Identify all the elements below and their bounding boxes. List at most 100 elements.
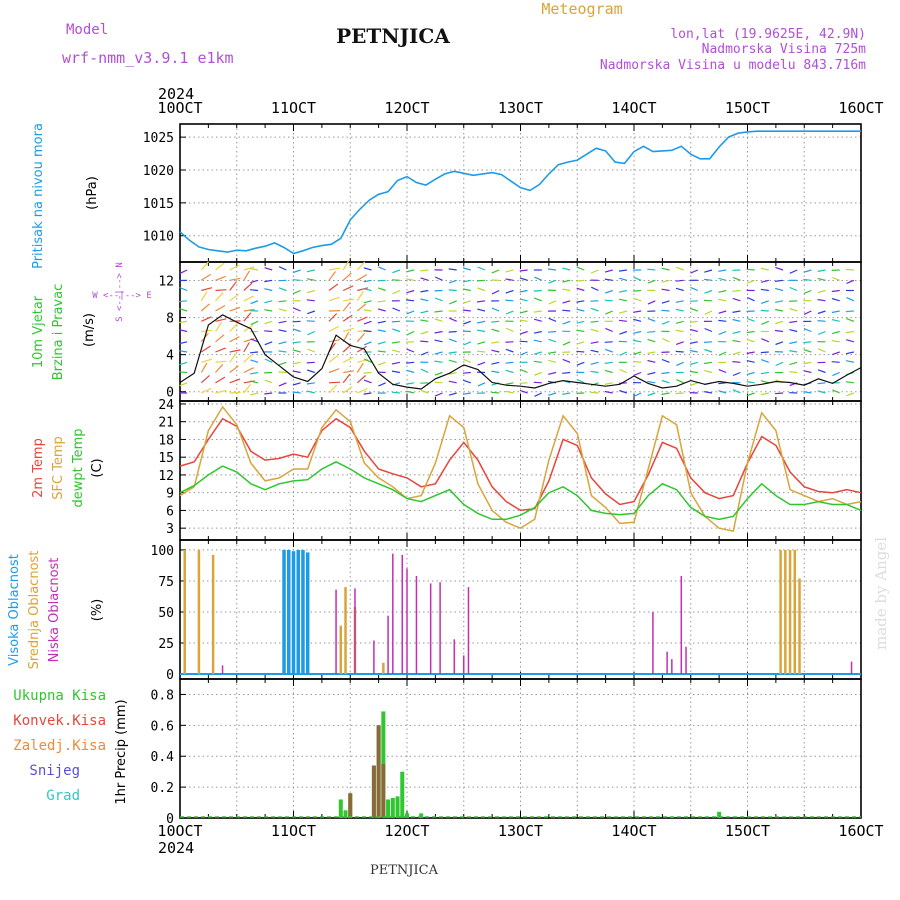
wind-arrow — [243, 270, 251, 281]
wind-arrow — [477, 320, 486, 324]
product-title: Meteogram — [541, 0, 622, 18]
cloud-bar-cloud_low — [850, 661, 853, 675]
wind-arrow — [675, 320, 684, 324]
wind-arrow — [548, 300, 557, 305]
wind-arrow — [250, 289, 259, 292]
wind-arrow — [363, 358, 372, 363]
wind-arrow — [462, 288, 471, 292]
wind-arrow — [618, 289, 628, 293]
wind-arrow — [590, 320, 599, 323]
wind-arrow — [676, 361, 684, 366]
wind-arrow — [477, 279, 486, 282]
model-label: Model — [66, 22, 108, 38]
temperature-unit: (C) — [90, 458, 105, 477]
pressure-ytick-label: 1025 — [143, 131, 174, 146]
wind-arrow — [832, 351, 840, 356]
wind-arrow — [618, 340, 627, 343]
wind-arrow — [292, 269, 301, 274]
wind-ylabel-line2: Brzina i Pravac — [51, 284, 66, 381]
wind-arrow — [420, 340, 429, 343]
wind-arrow — [533, 310, 542, 313]
wind-ytick-label: 8 — [166, 312, 174, 327]
wind-arrow — [505, 299, 514, 302]
wind-arrow — [846, 392, 855, 397]
wind-arrow — [576, 361, 585, 366]
wind-arrow — [406, 330, 415, 336]
wind-arrow — [604, 278, 613, 281]
wind-arrow — [243, 337, 255, 343]
wind-arrow — [576, 287, 585, 292]
wind-arrow — [229, 306, 241, 312]
wind-arrow — [789, 286, 798, 292]
wind-arrow — [264, 330, 273, 333]
wind-arrow — [519, 389, 528, 394]
wind-arrow — [491, 307, 500, 312]
wind-arrow — [803, 278, 812, 281]
wind-arrow — [448, 371, 457, 375]
wind-arrow — [215, 347, 226, 353]
cloud-bar-cloud_low — [685, 646, 687, 675]
wind-arrow — [477, 300, 486, 303]
wind-arrow — [789, 329, 798, 333]
wind-arrow — [406, 361, 415, 364]
wind-legend-vertical: S <--|--> N — [115, 262, 125, 322]
wind-arrow — [633, 330, 642, 334]
cloud-bar-cloud_low — [392, 553, 394, 675]
wind-arrow — [392, 269, 401, 274]
wind-arrow — [746, 371, 755, 376]
wind-arrow — [229, 336, 240, 343]
wind-arrow — [406, 289, 415, 294]
wind-arrow — [462, 279, 471, 283]
wind-arrow — [306, 390, 315, 394]
wind-arrow — [363, 288, 372, 292]
precip-bar-precip_conv — [371, 765, 376, 818]
wind-arrow — [448, 359, 457, 363]
bottom-date-label: 10OCT — [157, 822, 202, 840]
wind-arrow — [590, 341, 599, 344]
wind-arrow — [690, 307, 698, 312]
wind-speed-line — [179, 314, 862, 390]
wind-arrow — [243, 354, 253, 363]
wind-arrow — [505, 289, 514, 294]
wind-arrow — [420, 298, 429, 302]
wind-arrow — [250, 371, 259, 375]
wind-arrow — [357, 316, 368, 322]
wind-arrow — [491, 320, 500, 323]
wind-arrow — [505, 369, 514, 374]
temperature-ytick-label: 9 — [166, 487, 174, 502]
cloud-bar-cloud_low — [453, 639, 456, 675]
wind-arrow — [505, 269, 514, 273]
wind-arrow — [306, 269, 315, 273]
wind-arrow — [420, 269, 429, 272]
top-date-label: 15OCT — [725, 99, 770, 117]
wind-arrow — [774, 392, 784, 395]
wind-arrow — [264, 358, 273, 363]
wind-arrow — [831, 361, 840, 363]
wind-arrow — [732, 289, 741, 292]
wind-arrow — [689, 320, 698, 323]
wind-arrow — [215, 292, 224, 302]
wind-arrow — [832, 371, 840, 377]
wind-arrow — [201, 358, 213, 363]
wind-arrow — [774, 329, 784, 333]
wind-arrow — [462, 371, 471, 374]
wind-arrow — [732, 339, 741, 343]
wind-arrow — [448, 380, 457, 384]
pressure-ytick-label: 1010 — [143, 230, 174, 245]
wind-arrow — [775, 341, 784, 346]
wind-arrow — [491, 349, 500, 353]
wind-arrow — [250, 338, 259, 343]
wind-arrow — [342, 314, 353, 322]
precip-bar-precip_total — [395, 796, 400, 818]
wind-arrow — [250, 392, 259, 396]
cloud-bar-cloud_mid — [344, 587, 347, 675]
wind-arrow — [619, 330, 628, 335]
wind-arrow — [505, 348, 514, 353]
wind-arrow — [675, 300, 684, 303]
wind-arrow — [633, 276, 642, 281]
wind-arrow — [392, 307, 401, 312]
wind-arrow — [633, 371, 642, 376]
wind-arrow — [215, 363, 224, 373]
wind-arrow — [718, 310, 727, 314]
